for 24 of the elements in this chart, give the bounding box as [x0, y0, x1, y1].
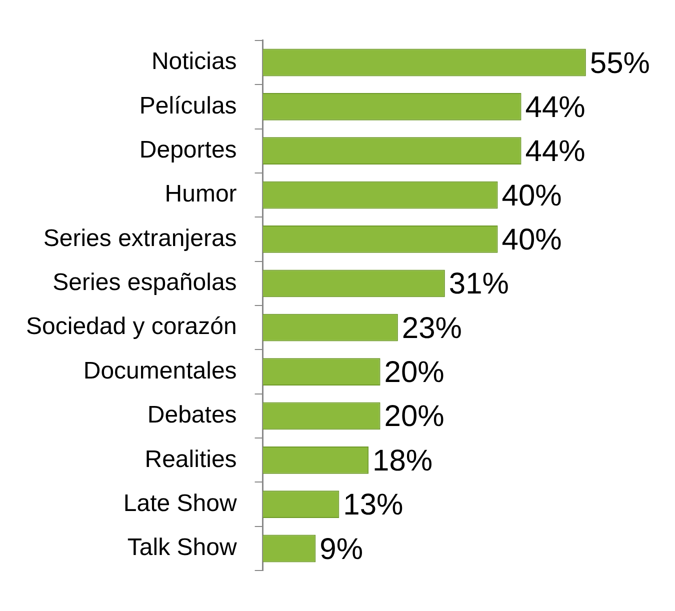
data-label: 40% — [502, 223, 562, 256]
y-tick-label: Humor — [164, 180, 237, 208]
data-label: 9% — [320, 532, 364, 566]
data-label: 31% — [448, 268, 509, 301]
y-tick-label: Películas — [139, 92, 237, 120]
y-tick-label: Talk Show — [127, 534, 238, 562]
y-tick-label: Late Show — [123, 490, 238, 517]
y-tick-label: Sociedad y corazón — [26, 313, 237, 340]
y-tick-label: Realities — [144, 446, 237, 473]
data-label: 23% — [402, 312, 462, 345]
y-tick-label: Series extranjeras — [43, 224, 237, 252]
y-tick-label: Documentales — [83, 357, 237, 384]
data-label: 20% — [384, 400, 444, 434]
data-label: 40% — [502, 179, 562, 212]
data-label: 20% — [384, 356, 444, 390]
data-label: 55% — [590, 46, 650, 80]
data-label: 13% — [343, 488, 404, 522]
y-tick-label: Deportes — [139, 136, 237, 164]
y-tick-label: Debates — [147, 402, 237, 429]
y-tick-label: Noticias — [151, 48, 237, 76]
data-label: 18% — [372, 444, 433, 478]
data-label: 44% — [525, 135, 586, 168]
y-tick-label: Series españolas — [52, 269, 237, 296]
data-label: 44% — [525, 90, 586, 124]
